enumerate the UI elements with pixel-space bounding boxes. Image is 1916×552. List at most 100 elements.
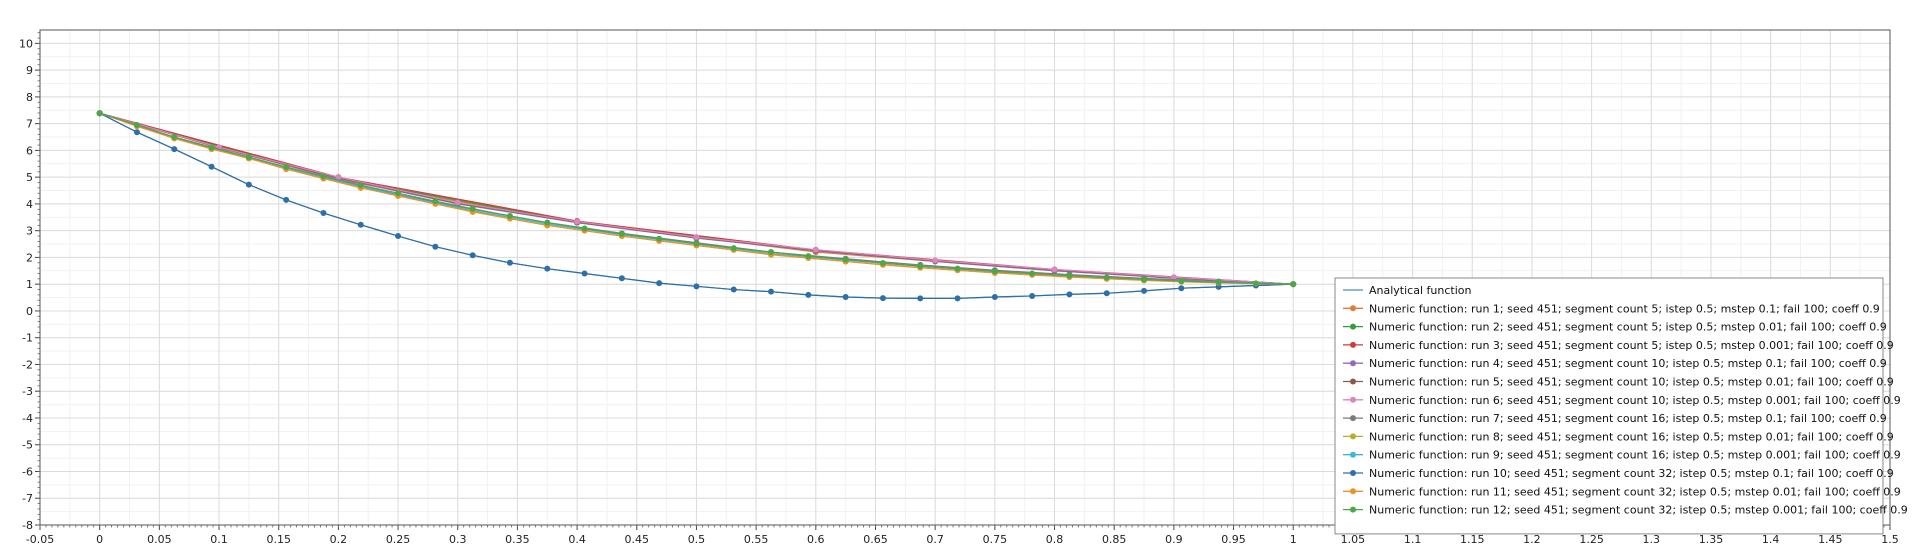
- data-point: [879, 260, 886, 267]
- y-tick-label: -5: [22, 439, 33, 452]
- data-point: [1141, 276, 1148, 283]
- x-tick-label: 0.95: [1221, 533, 1246, 546]
- data-point: [581, 225, 588, 232]
- x-tick-labels: -0.05 0 0.05 0.1 0.15 0.2 0.25 0.3 0.35 0.4 0.45 0.…: [26, 533, 1899, 546]
- data-point: [917, 262, 924, 269]
- x-tick-label: 0.4: [568, 533, 586, 546]
- series-10: [96, 110, 1297, 302]
- legend-swatch-marker: [1350, 451, 1356, 458]
- legend-entry: Numeric function: run 11; seed 451; segm…: [1369, 485, 1901, 498]
- x-tick-label: 1.35: [1699, 533, 1724, 546]
- data-point: [357, 221, 364, 228]
- data-point: [245, 181, 252, 188]
- x-tick-label: 0.25: [386, 533, 411, 546]
- data-point: [991, 268, 998, 275]
- y-tick-label: -2: [22, 358, 33, 371]
- legend-swatch-marker: [1350, 378, 1356, 385]
- data-point: [1029, 292, 1036, 299]
- legend-entry: Numeric function: run 1; seed 451; segme…: [1369, 302, 1880, 315]
- data-point: [1215, 279, 1222, 286]
- data-point: [618, 230, 625, 237]
- data-point: [1170, 274, 1177, 281]
- data-point: [544, 219, 551, 226]
- data-point: [805, 253, 812, 260]
- x-tick-label: 1.15: [1460, 533, 1485, 546]
- data-point: [171, 134, 178, 141]
- y-tick-label: -1: [22, 332, 33, 345]
- data-point: [432, 243, 439, 250]
- series-group: [96, 110, 1297, 302]
- y-tick-labels: -8 -7 -6 -5 -4 -3 -2 -1 0 1 2 3 4 5 6 7 8 9 10: [19, 37, 33, 532]
- data-point: [208, 163, 215, 170]
- data-point: [693, 234, 700, 241]
- data-point: [768, 288, 775, 295]
- data-point: [954, 295, 961, 302]
- x-tick-label: 0.35: [505, 533, 530, 546]
- data-point: [842, 256, 849, 263]
- legend-entry: Numeric function: run 6; seed 451; segme…: [1369, 394, 1901, 407]
- legend-swatch-marker: [1350, 396, 1356, 403]
- legend-entry: Numeric function: run 8; seed 451; segme…: [1369, 430, 1894, 443]
- x-tick-label: 0.75: [983, 533, 1008, 546]
- y-tick-label: 6: [26, 144, 33, 157]
- x-tick-label: 1.45: [1818, 533, 1843, 546]
- x-tick-label: 1.25: [1579, 533, 1604, 546]
- legend-swatch-marker: [1350, 506, 1356, 513]
- x-tick-label: 0.6: [807, 533, 825, 546]
- series-12: [96, 110, 1297, 288]
- x-tick-label: 0.8: [1046, 533, 1064, 546]
- data-point: [1141, 287, 1148, 294]
- data-point: [1066, 272, 1073, 279]
- y-tick-label: 3: [26, 225, 33, 238]
- data-point: [395, 233, 402, 240]
- data-point: [693, 240, 700, 247]
- data-point: [283, 163, 290, 170]
- x-tick-label: 0.65: [863, 533, 888, 546]
- x-tick-label: 0.9: [1165, 533, 1183, 546]
- data-point: [133, 129, 140, 136]
- data-point: [245, 154, 252, 161]
- y-tick-label: 1: [26, 278, 33, 291]
- legend-swatch-marker: [1350, 323, 1356, 330]
- data-point: [1103, 290, 1110, 297]
- data-point: [693, 283, 700, 290]
- data-point: [954, 265, 961, 272]
- data-point: [656, 235, 663, 242]
- data-point: [805, 291, 812, 298]
- x-tick-label: 0.45: [625, 533, 650, 546]
- data-point: [730, 245, 737, 252]
- plot-frame: [39, 29, 1891, 526]
- y-tick-label: -3: [22, 385, 33, 398]
- data-point: [544, 265, 551, 272]
- data-point: [581, 270, 588, 277]
- y-tick-label: 5: [26, 171, 33, 184]
- y-tick-label: 9: [26, 64, 33, 77]
- data-point: [768, 249, 775, 256]
- y-tick-label: -6: [22, 465, 33, 478]
- legend-swatch-marker: [1350, 415, 1356, 422]
- legend-entry: Analytical function: [1369, 284, 1471, 297]
- data-point: [656, 280, 663, 287]
- data-point: [879, 295, 886, 302]
- legend-swatch-marker: [1350, 488, 1356, 495]
- data-point: [506, 259, 513, 266]
- x-tick-label: 0.55: [744, 533, 769, 546]
- x-tick-label: 0.3: [449, 533, 467, 546]
- x-tick-label: 0.5: [688, 533, 706, 546]
- legend-entry: Numeric function: run 4; seed 451; segme…: [1369, 357, 1887, 370]
- x-tick-label: 1.5: [1881, 533, 1899, 546]
- data-point: [1103, 274, 1110, 281]
- data-point: [171, 146, 178, 153]
- x-tick-label: 1.4: [1762, 533, 1780, 546]
- data-point: [357, 182, 364, 189]
- legend-entry: Numeric function: run 12; seed 451; segm…: [1369, 504, 1908, 517]
- legend-entry: Numeric function: run 5; seed 451; segme…: [1369, 376, 1894, 389]
- x-tick-label: 0.85: [1102, 533, 1127, 546]
- data-point: [395, 190, 402, 197]
- data-point: [917, 295, 924, 302]
- data-point: [506, 212, 513, 219]
- data-point: [730, 286, 737, 293]
- legend-swatch-marker: [1350, 305, 1356, 312]
- data-point: [469, 205, 476, 212]
